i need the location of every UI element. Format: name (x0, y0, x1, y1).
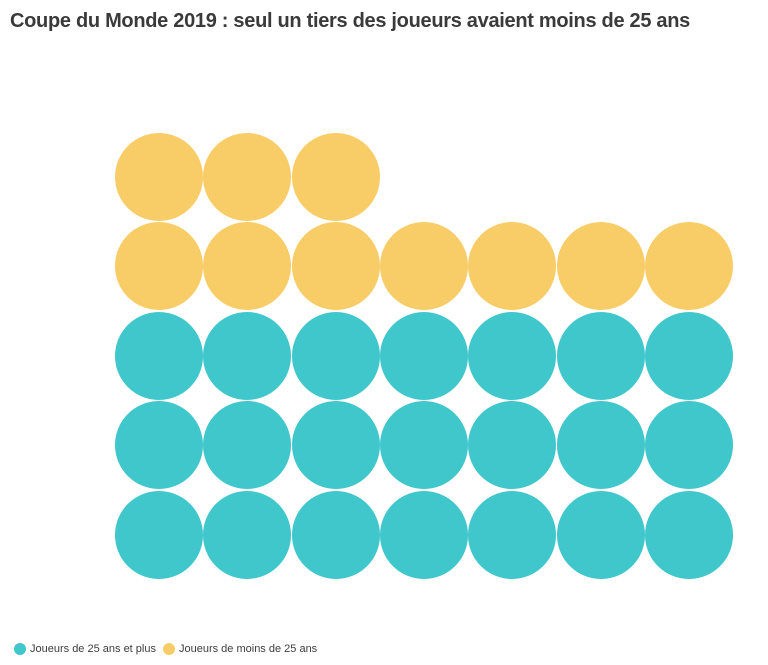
waffle-dot-under25 (291, 222, 380, 311)
waffle-dot-over25 (556, 311, 645, 400)
waffle-dot-under25 (115, 222, 203, 311)
legend-dot-over25-icon (14, 643, 26, 655)
waffle-dot-over25 (644, 311, 733, 400)
legend-item-over25: Joueurs de 25 ans et plus (14, 643, 156, 655)
legend-item-under25: Joueurs de moins de 25 ans (162, 643, 318, 655)
waffle-dot-over25 (379, 490, 468, 579)
legend-dot-under25-icon (162, 643, 175, 655)
waffle-dot-over25 (556, 401, 645, 490)
waffle-dot-over25 (115, 401, 203, 490)
legend-label-under25: Joueurs de moins de 25 ans (178, 643, 318, 655)
waffle-dot-under25 (468, 222, 557, 311)
legend: Joueurs de 25 ans et plus Joueurs de moi… (14, 643, 317, 655)
waffle-dot-under25 (644, 222, 733, 311)
waffle-dot-over25 (379, 311, 468, 400)
waffle-dot-over25 (291, 311, 380, 400)
waffle-dot-over25 (379, 401, 468, 490)
chart-title: Coupe du Monde 2019 : seul un tiers des … (10, 10, 690, 32)
waffle-dot-over25 (556, 490, 645, 579)
waffle-dot-over25 (203, 401, 292, 490)
waffle-dot-under25 (556, 222, 645, 311)
waffle-dot-over25 (291, 401, 380, 490)
waffle-dot-over25 (115, 311, 203, 400)
waffle-dot-under25 (203, 222, 292, 311)
waffle-dot-under25 (115, 133, 203, 221)
waffle-dot-over25 (203, 490, 292, 579)
waffle-dot-over25 (203, 311, 292, 400)
waffle-dot-over25 (644, 490, 733, 579)
waffle-dot-over25 (468, 311, 557, 400)
waffle-dot-over25 (291, 490, 380, 579)
waffle-dot-over25 (468, 490, 557, 579)
waffle-dot-over25 (468, 401, 557, 490)
waffle-dot-over25 (115, 490, 203, 579)
waffle-dot-over25 (644, 401, 733, 490)
waffle-dot-under25 (203, 133, 292, 221)
waffle-dot-under25 (379, 222, 468, 311)
legend-label-over25: Joueurs de 25 ans et plus (30, 643, 156, 655)
waffle-dot-under25 (291, 133, 380, 221)
waffle-chart (115, 133, 734, 580)
